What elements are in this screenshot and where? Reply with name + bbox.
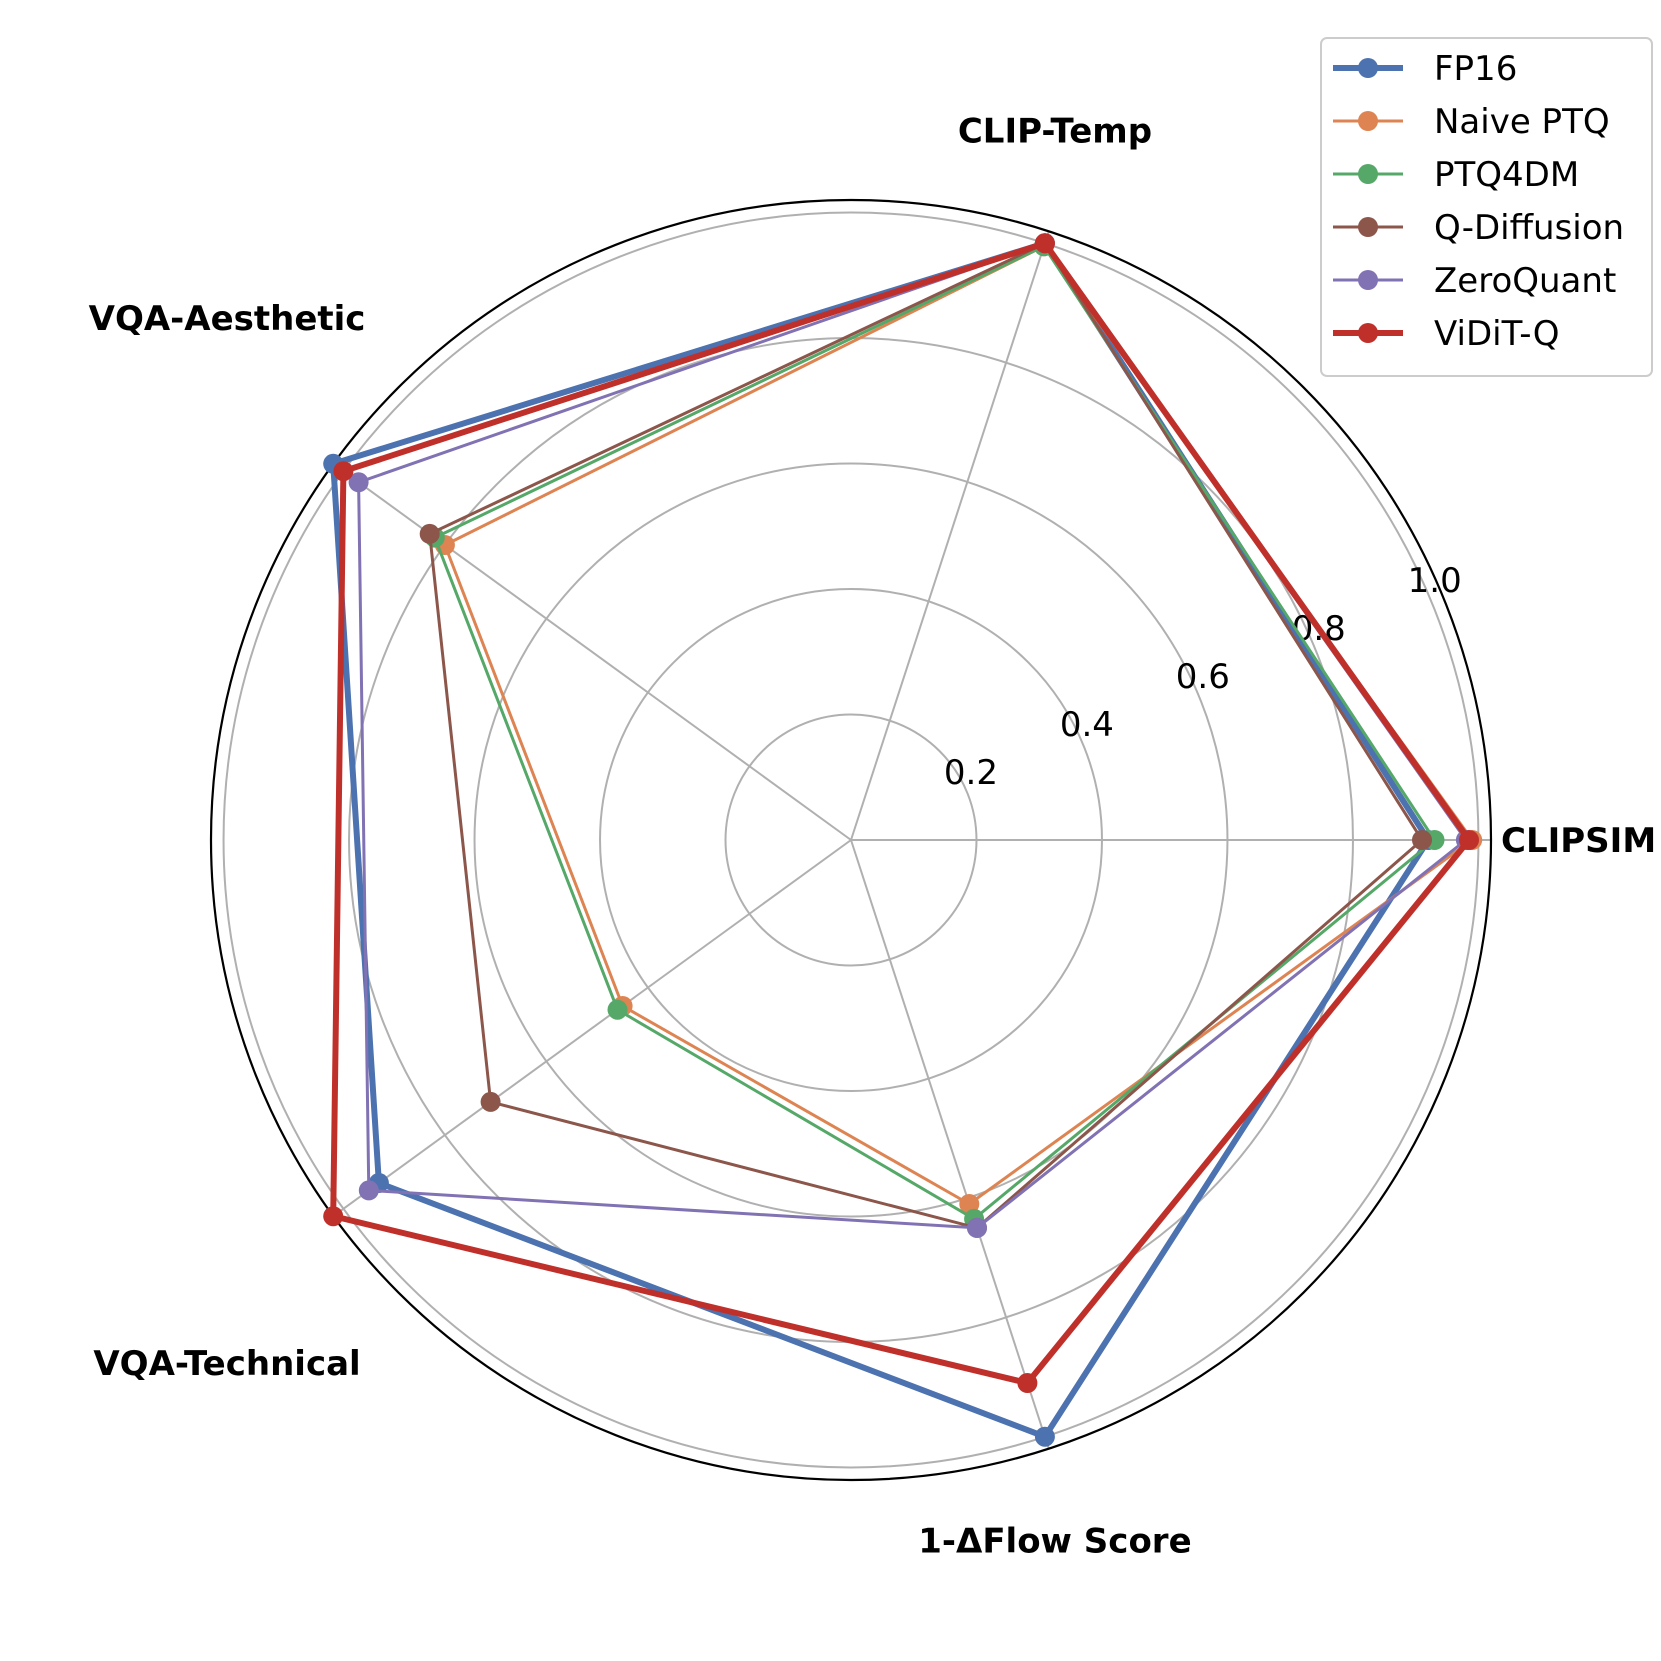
legend-marker-vidit-q: [1358, 323, 1378, 343]
spoke-clip-temp: [850, 231, 1050, 841]
axis-label-vqa-technical: VQA-Technical: [93, 1344, 360, 1384]
point-fp16-1-flow-score: [1034, 1426, 1055, 1447]
series-line-vidit-q: [330, 239, 1473, 1387]
axis-labels: CLIPSIM CLIP-Temp VQA-Aesthetic VQA-Technic…: [89, 111, 1657, 1561]
legend-item-naive-ptq: Naive PTQ: [1333, 102, 1610, 142]
point-vidit-q-vqa-technical: [323, 1206, 344, 1227]
point-vidit-q-clipsim: [1459, 830, 1479, 850]
point-zeroquant-vqa-technical: [358, 1180, 379, 1201]
legend-label-zeroquant: ZeroQuant: [1434, 261, 1616, 301]
legend-label-fp16: FP16: [1434, 49, 1517, 89]
axis-label-vqa-aesthetic: VQA-Aesthetic: [89, 299, 366, 339]
point-ptq4dm-vqa-technical: [607, 999, 628, 1020]
radial-tick-labels: 0.20.40.60.81.0: [944, 561, 1462, 793]
legend-label-vidit-q: ViDiT-Q: [1434, 314, 1560, 354]
point-vidit-q-1-flow-score: [1017, 1373, 1038, 1393]
legend-item-ptq4dm: PTQ4DM: [1333, 155, 1579, 195]
point-zeroquant-vqa-aesthetic: [348, 472, 369, 493]
spoke-1-flow-score: [850, 839, 1050, 1449]
axis-label-clipsim: CLIPSIM: [1501, 821, 1656, 861]
series-vidit-q: [323, 233, 1479, 1393]
legend-marker-ptq4dm: [1358, 164, 1378, 184]
legend-marker-naive-ptq: [1358, 111, 1378, 131]
legend-marker-q-diffusion: [1358, 217, 1378, 237]
tick-label-0-2: 0.2: [944, 753, 998, 793]
point-zeroquant-1-flow-score: [967, 1217, 987, 1238]
series-line-zeroquant: [357, 241, 1468, 1230]
tick-label-1-0: 1.0: [1408, 561, 1462, 601]
legend-item-zeroquant: ZeroQuant: [1333, 261, 1616, 301]
spoke-vqa-aesthetic: [332, 463, 852, 841]
series-q-diffusion: [419, 233, 1432, 1238]
legend-item-vidit-q: ViDiT-Q: [1333, 314, 1560, 354]
legend-marker-zeroquant: [1358, 270, 1378, 290]
legend-label-q-diffusion: Q-Diffusion: [1434, 208, 1624, 248]
outer-frame: [209, 198, 1493, 1482]
axis-label-1-flow-score: 1-ΔFlow Score: [918, 1522, 1191, 1562]
point-vidit-q-clip-temp: [1034, 233, 1055, 254]
legend: FP16 Naive PTQ PTQ4DM Q-Diffusion ZeroQuant V…: [1320, 37, 1653, 377]
axis-spokes: [332, 231, 1491, 1449]
legend-item-q-diffusion: Q-Diffusion: [1333, 208, 1624, 248]
series-layer: [323, 233, 1483, 1447]
axis-label-clip-temp: CLIP-Temp: [958, 111, 1152, 151]
spoke-vqa-technical: [332, 839, 852, 1217]
legend-label-naive-ptq: Naive PTQ: [1434, 102, 1610, 142]
legend-marker-fp16: [1358, 58, 1378, 78]
point-q-diffusion-clipsim: [1412, 830, 1432, 850]
point-q-diffusion-vqa-aesthetic: [419, 523, 440, 544]
tick-label-0-6: 0.6: [1176, 657, 1230, 697]
legend-label-ptq4dm: PTQ4DM: [1434, 155, 1579, 195]
legend-item-fp16: FP16: [1333, 49, 1517, 89]
point-vidit-q-vqa-aesthetic: [333, 461, 354, 482]
point-q-diffusion-vqa-technical: [480, 1091, 501, 1112]
series-line-q-diffusion: [428, 241, 1424, 1230]
legend-box: [1320, 37, 1653, 377]
tick-label-0-4: 0.4: [1060, 705, 1114, 745]
